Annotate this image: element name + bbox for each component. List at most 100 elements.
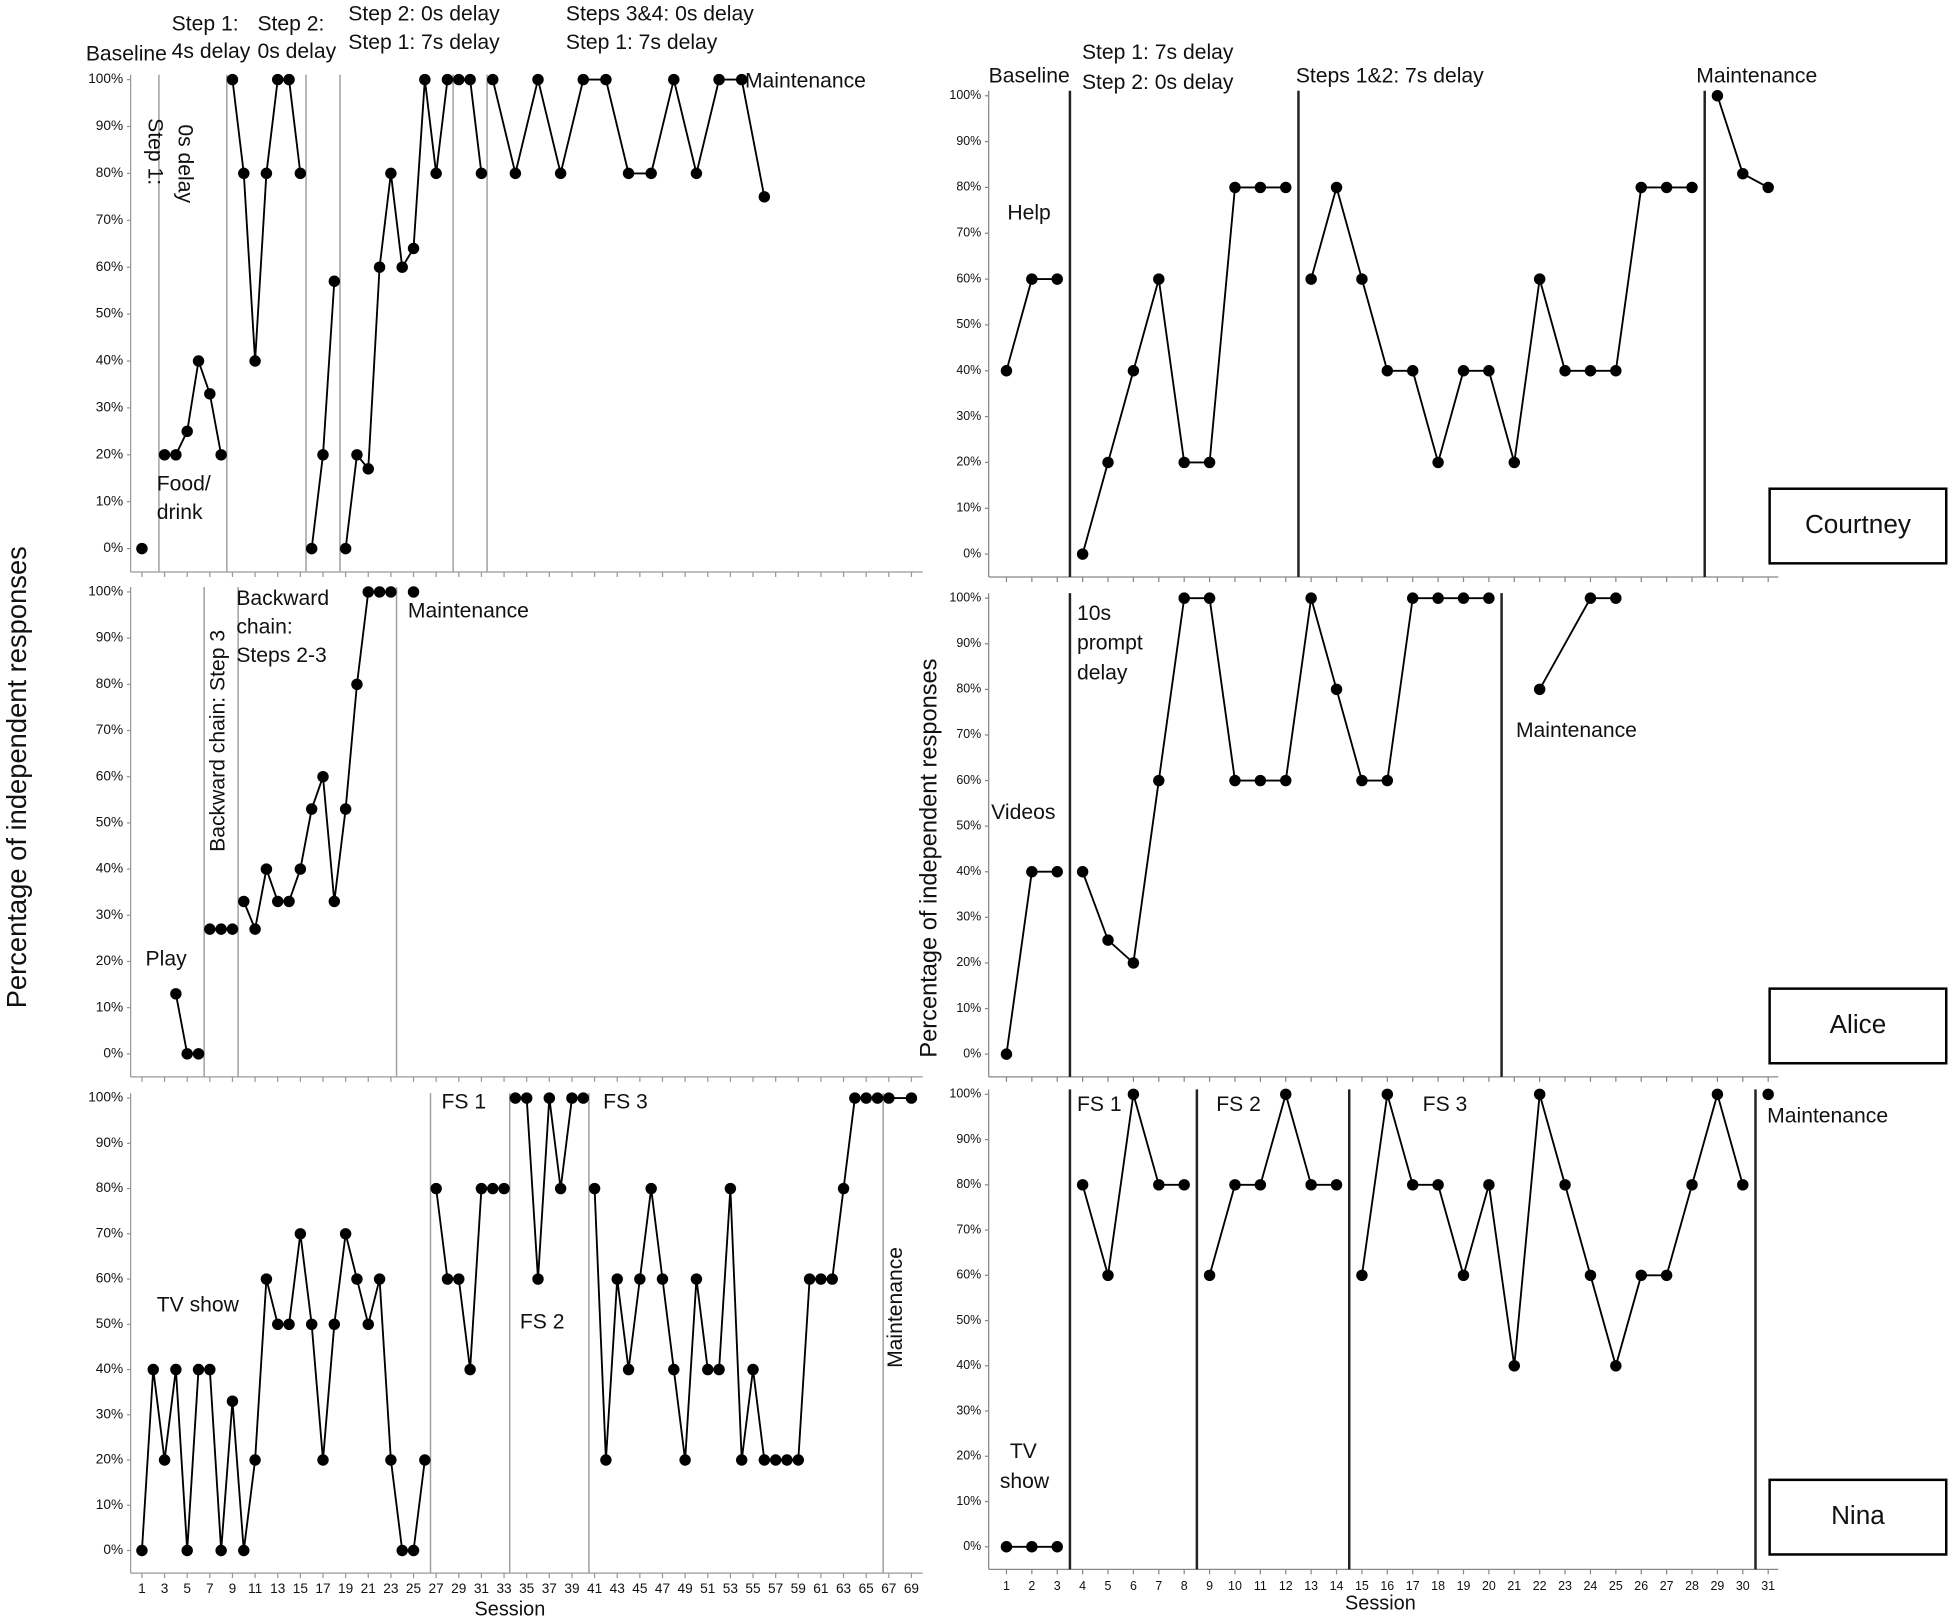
y-tick-label: 40% xyxy=(96,353,123,368)
data-point xyxy=(339,1228,352,1240)
data-point xyxy=(690,167,703,180)
data-point xyxy=(181,425,193,438)
y-tick-label: 0% xyxy=(963,1046,981,1060)
y-tick-label: 90% xyxy=(956,636,981,650)
data-point xyxy=(1762,181,1774,194)
data-point xyxy=(136,542,148,555)
data-point xyxy=(283,895,295,908)
y-tick-label: 80% xyxy=(956,1177,981,1191)
data-point xyxy=(1076,866,1089,878)
x-tick-label: 55 xyxy=(745,1581,761,1596)
data-point xyxy=(1026,273,1038,285)
annotation: Baseline xyxy=(86,42,167,65)
participant-name: Courtney xyxy=(1805,509,1911,539)
x-tick-label: 69 xyxy=(904,1581,919,1596)
data-point xyxy=(192,355,205,367)
annotation: TV xyxy=(1010,1440,1037,1463)
data-point xyxy=(668,1363,680,1376)
x-tick-label: 15 xyxy=(1355,1579,1369,1593)
data-point xyxy=(305,1318,318,1331)
data-point xyxy=(713,1363,725,1376)
x-tick-label: 17 xyxy=(315,1581,330,1596)
annotation: Help xyxy=(1007,201,1050,224)
data-point xyxy=(328,895,341,908)
x-tick-label: 25 xyxy=(1609,1579,1623,1593)
x-tick-label: 11 xyxy=(248,1581,262,1596)
data-point xyxy=(758,191,771,203)
data-line xyxy=(1538,597,1616,690)
data-point xyxy=(1153,273,1165,285)
annotation: Maintenance xyxy=(745,70,866,93)
y-tick-label: 0% xyxy=(963,1539,981,1553)
data-point xyxy=(1076,1179,1089,1191)
y-tick-label: 0% xyxy=(103,540,123,555)
data-point xyxy=(1000,1541,1013,1553)
annotation: TV show xyxy=(157,1293,240,1316)
x-tick-label: 26 xyxy=(1634,1579,1648,1593)
data-point xyxy=(679,1454,691,1466)
data-point xyxy=(554,167,567,180)
x-tick-label: 31 xyxy=(1761,1579,1775,1593)
data-line xyxy=(164,360,223,456)
data-point xyxy=(238,167,250,180)
data-point xyxy=(1406,365,1419,377)
data-point xyxy=(645,167,657,180)
data-point xyxy=(283,1318,295,1331)
data-line xyxy=(310,281,336,549)
data-point xyxy=(204,388,216,400)
y-tick-label: 0% xyxy=(103,1045,123,1060)
data-point xyxy=(362,1318,374,1331)
x-tick-label: 25 xyxy=(406,1581,422,1596)
annotation: Maintenance xyxy=(1696,65,1817,88)
y-tick-label: 0% xyxy=(963,546,981,560)
data-point xyxy=(487,1182,499,1195)
x-tick-label: 9 xyxy=(229,1581,237,1596)
y-tick-label: 10% xyxy=(96,493,123,508)
x-tick-label: 8 xyxy=(1181,1579,1188,1593)
y-tick-label: 100% xyxy=(88,71,123,86)
x-tick-label: 65 xyxy=(859,1581,875,1596)
data-point xyxy=(260,167,273,180)
x-tick-label: 27 xyxy=(429,1581,444,1596)
data-point xyxy=(724,1182,737,1195)
y-tick-label: 90% xyxy=(96,630,123,645)
x-tick-label: 39 xyxy=(564,1581,579,1596)
data-point xyxy=(883,1092,895,1104)
x-tick-label: 30 xyxy=(1736,1579,1750,1593)
data-point xyxy=(170,449,182,461)
participant-name: Nina xyxy=(1831,1500,1885,1530)
data-point xyxy=(735,1454,748,1466)
x-tick-label: 5 xyxy=(183,1581,191,1596)
x-tick-label: 9 xyxy=(1206,1579,1213,1593)
y-tick-label: 60% xyxy=(956,1268,981,1282)
y-tick-label: 70% xyxy=(956,727,981,741)
data-point xyxy=(1737,1179,1749,1191)
data-point xyxy=(339,542,352,555)
x-tick-label: 1 xyxy=(138,1581,146,1596)
data-point xyxy=(328,1318,341,1331)
y-tick-label: 50% xyxy=(956,1313,981,1327)
y-tick-label: 30% xyxy=(956,409,981,423)
annotation: FS 2 xyxy=(520,1311,565,1334)
x-tick-label: 67 xyxy=(881,1581,896,1596)
y-tick-label: 90% xyxy=(956,1132,981,1146)
x-tick-label: 21 xyxy=(361,1581,376,1596)
annotation: FS 3 xyxy=(603,1091,648,1114)
data-point xyxy=(1762,1088,1774,1101)
data-point xyxy=(577,73,589,86)
data-line xyxy=(344,79,449,549)
annotation: show xyxy=(1000,1470,1050,1493)
data-line xyxy=(231,78,302,362)
data-point xyxy=(668,73,680,86)
data-point xyxy=(1178,1179,1190,1191)
data-point xyxy=(1635,181,1647,194)
data-point xyxy=(634,1273,646,1285)
y-tick-label: 40% xyxy=(956,363,981,377)
data-point xyxy=(792,1454,805,1466)
x-tick-label: 29 xyxy=(1710,1579,1724,1593)
data-point xyxy=(1610,1360,1622,1372)
data-point xyxy=(1203,1269,1216,1282)
data-point xyxy=(1533,273,1546,285)
annotation: Steps 2-3 xyxy=(236,644,326,667)
